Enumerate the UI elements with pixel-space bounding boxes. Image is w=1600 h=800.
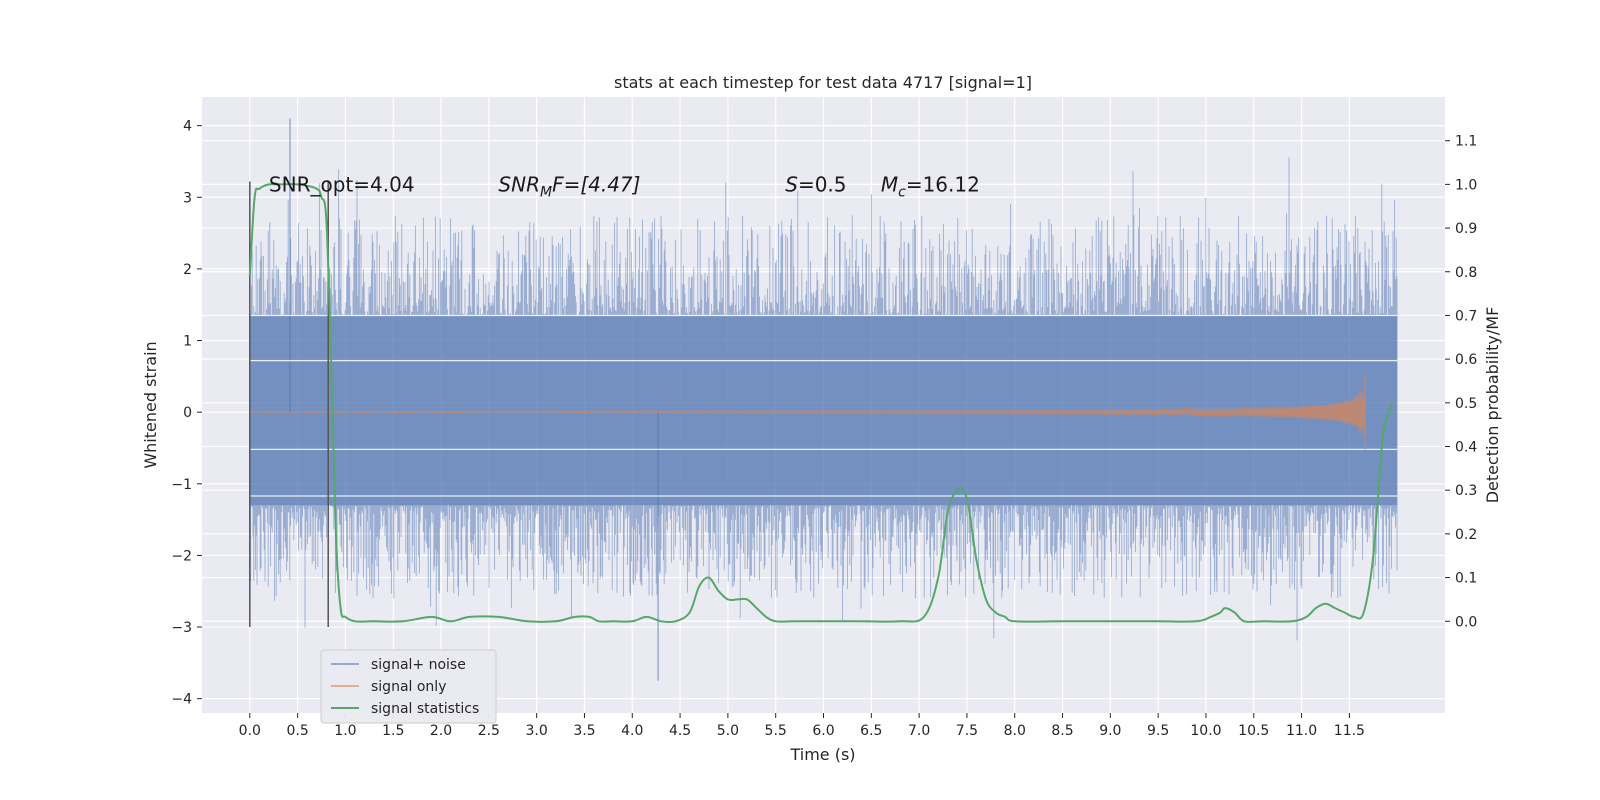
y2-tick-label-11: 0.0: [1455, 614, 1477, 630]
y-tick-label-6: −2: [171, 548, 192, 564]
y2-tick-label-4: 0.7: [1455, 308, 1477, 324]
x-tick-label-20: 10.0: [1190, 723, 1221, 739]
y-tick-label-5: −1: [171, 477, 192, 493]
y2-tick-label-10: 0.1: [1455, 571, 1477, 587]
signal-chirp: [249, 374, 1369, 452]
y2-tick-label-5: 0.6: [1455, 352, 1477, 368]
legend-label-stats: signal statistics: [371, 701, 479, 717]
y-tick-label-2: 2: [183, 262, 192, 278]
x-tick-label-19: 9.5: [1147, 723, 1169, 739]
x-tick-label-13: 6.5: [860, 723, 882, 739]
y-tick-label-4: 0: [183, 405, 192, 421]
y2-tick-label-3: 0.8: [1455, 265, 1477, 281]
x-tick-label-9: 4.5: [669, 723, 691, 739]
x-tick-label-16: 8.0: [1004, 723, 1026, 739]
x-tick-label-0: 0.0: [239, 723, 261, 739]
x-tick-label-10: 5.0: [717, 723, 739, 739]
series-signal-only: [249, 374, 1369, 452]
y-axis-label: Whitened strain: [141, 341, 160, 468]
x-tick-label-12: 6.0: [812, 723, 834, 739]
x-tick-label-1: 0.5: [286, 723, 308, 739]
y2-tick-label-2: 0.9: [1455, 221, 1477, 237]
chart-title: stats at each timestep for test data 471…: [614, 73, 1032, 92]
x-tick-label-21: 10.5: [1238, 723, 1269, 739]
y2-tick-label-8: 0.3: [1455, 483, 1477, 499]
x-tick-label-3: 1.5: [382, 723, 404, 739]
annotations: SNR_opt=4.04 SNRMF=[4.47] S=0.5 Mc=16.12: [269, 172, 980, 200]
x-tick-label-15: 7.5: [956, 723, 978, 739]
legend: signal+ noise signal only signal statist…: [320, 649, 497, 724]
y-tick-label-7: −3: [171, 620, 192, 636]
legend-label-signal: signal only: [371, 679, 446, 695]
annotation-1: SNRMF=[4.47]: [498, 172, 640, 200]
y2-tick-label-7: 0.4: [1455, 440, 1477, 456]
y-tick-label-8: −4: [171, 692, 192, 708]
legend-label-noise: signal+ noise: [371, 657, 466, 673]
annotation-3: Mc=16.12: [881, 172, 980, 200]
legend-box: [320, 649, 497, 724]
stats-line: [248, 183, 1394, 624]
y-tick-label-3: 1: [183, 334, 192, 350]
y2-tick-label-1: 1.0: [1455, 177, 1477, 193]
y-tick-label-0: 4: [183, 119, 192, 135]
y-tick-label-1: 3: [183, 190, 192, 206]
x-tick-label-8: 4.0: [621, 723, 643, 739]
x-tick-label-4: 2.0: [430, 723, 452, 739]
x-tick-label-5: 2.5: [478, 723, 500, 739]
y2-tick-label-6: 0.5: [1455, 396, 1477, 412]
x-tick-label-18: 9.0: [1099, 723, 1121, 739]
x-axis-label: Time (s): [789, 745, 855, 764]
y2-tick-label-0: 1.1: [1455, 134, 1477, 150]
y2-axis-ticks: 1.1 1.0 0.9 0.8 0.7 0.6 0.5 0.4 0.3 0.2 0.1 0.0: [1445, 134, 1477, 630]
annotation-2: S=0.5: [785, 172, 846, 196]
x-tick-label-7: 3.5: [573, 723, 595, 739]
x-axis-ticks: 0.0 0.5 1.0 1.5 2.0 2.5 3.0 3.5 4.0 4.5 5.0 5.5 6.0 6…: [239, 713, 1365, 739]
annotation-0: SNR_opt=4.04: [269, 172, 415, 196]
x-tick-label-23: 11.5: [1334, 723, 1365, 739]
x-tick-label-14: 7.0: [908, 723, 930, 739]
y2-axis-label: Detection probability/MF: [1483, 307, 1502, 504]
x-tick-label-22: 11.0: [1286, 723, 1317, 739]
x-tick-label-2: 1.0: [334, 723, 356, 739]
y2-tick-label-9: 0.2: [1455, 527, 1477, 543]
y-axis-ticks: 4 3 2 1 0 −1 −2 −3 −4: [171, 119, 202, 708]
x-tick-label-6: 3.0: [526, 723, 548, 739]
x-tick-label-17: 8.5: [1051, 723, 1073, 739]
series-signal-statistics: [248, 183, 1394, 624]
x-tick-label-11: 5.5: [765, 723, 787, 739]
